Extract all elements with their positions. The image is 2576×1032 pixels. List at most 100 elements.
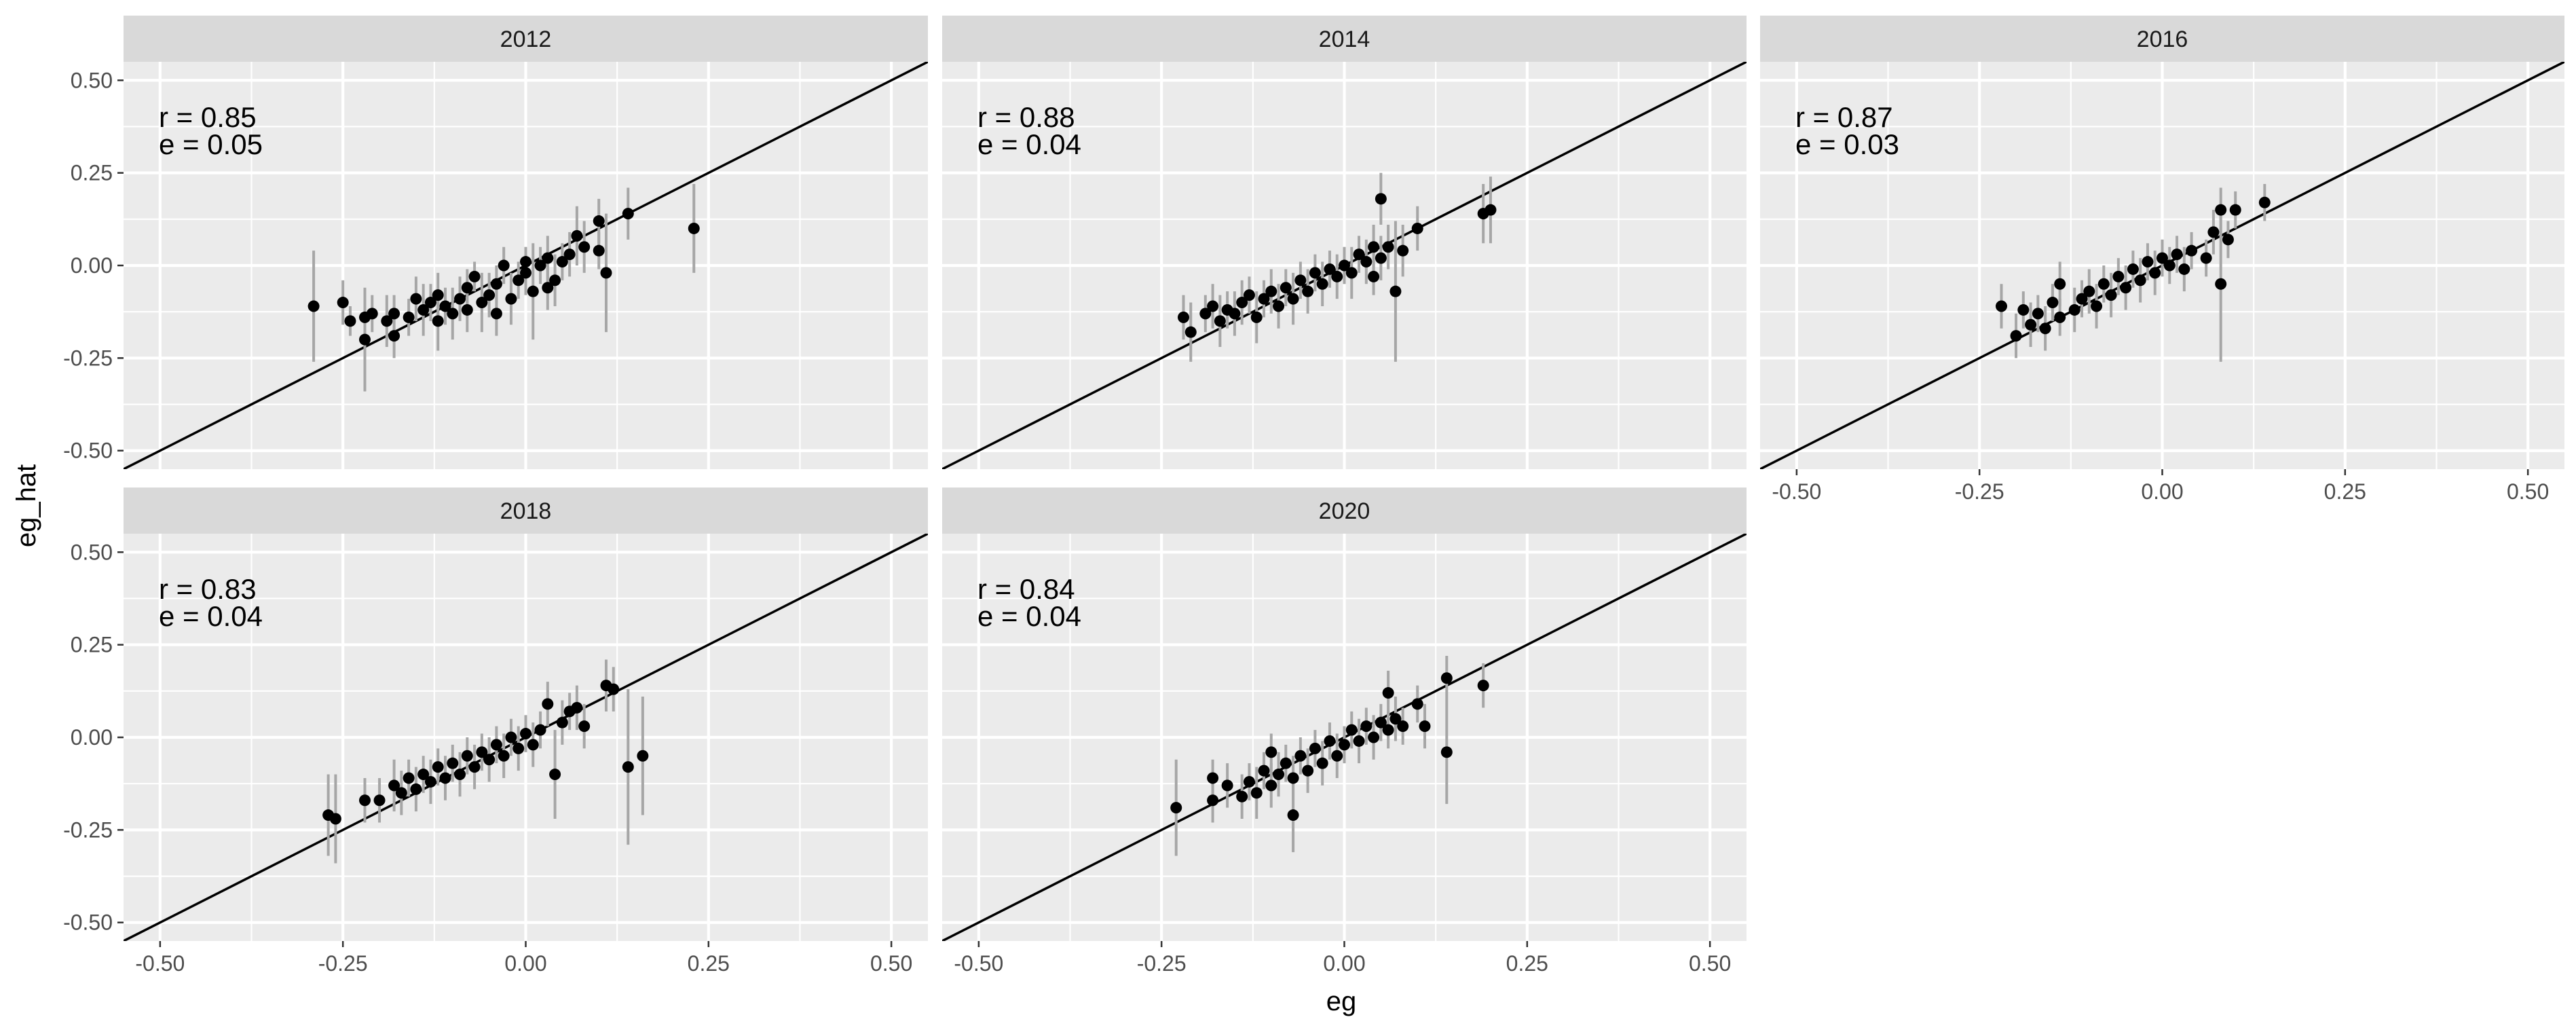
data-point	[366, 308, 378, 320]
y-tick-label: -0.50	[63, 910, 113, 935]
x-tick-label: -0.50	[954, 951, 1003, 976]
data-point	[498, 750, 510, 762]
data-point	[1250, 311, 1263, 323]
data-point	[2097, 278, 2110, 290]
data-point	[1214, 315, 1226, 327]
data-point	[2178, 263, 2190, 275]
data-point	[1243, 289, 1255, 301]
data-point	[2171, 248, 2183, 261]
facet-title: 2014	[1319, 26, 1370, 52]
data-point	[2017, 303, 2030, 316]
annotation-e: e = 0.04	[977, 128, 1081, 160]
data-point	[1236, 297, 1248, 309]
data-point	[490, 278, 502, 290]
data-point	[2157, 252, 2168, 264]
panel-content	[942, 534, 1747, 941]
data-point	[307, 300, 320, 312]
data-point	[1382, 724, 1394, 736]
data-point	[1207, 794, 1219, 807]
data-point	[1302, 285, 1314, 297]
facet-strip	[942, 487, 1747, 534]
facet-strip	[124, 16, 928, 62]
data-point	[1258, 764, 1270, 777]
x-tick-label: -0.50	[135, 951, 185, 976]
data-point	[1199, 308, 1212, 320]
data-point	[468, 761, 481, 773]
data-point	[2200, 252, 2212, 264]
data-point	[571, 701, 583, 714]
data-point	[520, 728, 531, 740]
data-point	[2025, 318, 2037, 331]
data-point	[1258, 293, 1270, 305]
annotation-r: r = 0.85	[159, 101, 257, 133]
data-point	[1353, 735, 1365, 747]
data-point	[1294, 274, 1307, 287]
data-point	[2047, 297, 2059, 309]
data-point	[1440, 672, 1453, 684]
data-point	[1273, 769, 1285, 781]
facet-panel-2014: 2014 r = 0.88e = 0.04	[942, 16, 1747, 469]
data-point	[556, 256, 568, 268]
data-point	[490, 308, 502, 320]
data-point	[1360, 720, 1373, 733]
data-point	[424, 775, 436, 788]
data-point	[1265, 285, 1277, 297]
data-point	[417, 303, 430, 316]
data-point	[410, 783, 422, 795]
data-point	[388, 308, 400, 320]
facet-panel-2016: 2016 r = 0.87e = 0.03 -0.50 -0.25 0.00 0.25 0.…	[1760, 16, 2564, 504]
data-point	[2134, 274, 2146, 287]
data-point	[1184, 326, 1197, 338]
data-point	[1250, 787, 1263, 799]
y-tick-label: -0.25	[63, 346, 113, 370]
data-point	[410, 293, 422, 305]
data-point	[2163, 259, 2176, 272]
data-point	[549, 274, 561, 287]
x-tick-label: 0.50	[1689, 951, 1731, 976]
x-tick-label: 0.00	[1323, 951, 1365, 976]
x-tick-label: 0.50	[2507, 479, 2549, 504]
data-point	[461, 750, 473, 762]
x-tick-label: 0.50	[870, 951, 912, 976]
y-tick-label: 0.00	[71, 725, 113, 750]
data-point	[512, 742, 525, 754]
data-point	[2083, 285, 2095, 297]
data-point	[563, 248, 576, 261]
panel-content	[124, 534, 928, 941]
data-point	[403, 772, 415, 784]
facet-strip	[124, 487, 928, 534]
data-point	[2112, 270, 2125, 282]
data-point	[600, 267, 612, 279]
annotation-r: r = 0.88	[977, 101, 1075, 133]
x-tick-label: -0.25	[318, 951, 368, 976]
data-point	[1397, 244, 1409, 257]
x-tick-label: 0.25	[1506, 951, 1548, 976]
x-tick-label: 0.25	[688, 951, 730, 976]
data-point	[1280, 757, 1292, 769]
data-point	[608, 683, 620, 695]
data-point	[468, 270, 481, 282]
facet-title: 2016	[2137, 26, 2188, 52]
data-point	[1411, 698, 1423, 710]
data-point	[1397, 720, 1409, 733]
data-point	[1345, 724, 1358, 736]
data-point	[1221, 779, 1233, 792]
data-point	[578, 241, 591, 253]
data-point	[1207, 772, 1219, 784]
data-point	[527, 739, 539, 751]
data-point	[432, 761, 444, 773]
data-point	[1316, 278, 1328, 290]
annotation-r: r = 0.84	[977, 573, 1075, 605]
data-point	[454, 293, 466, 305]
panel-content	[1760, 62, 2564, 469]
data-point	[432, 289, 444, 301]
data-point	[344, 315, 356, 327]
data-point	[1324, 263, 1336, 275]
data-point	[2105, 289, 2117, 301]
data-point	[1440, 746, 1453, 758]
data-point	[1207, 300, 1219, 312]
data-point	[1389, 713, 1402, 725]
data-point	[688, 222, 700, 234]
data-point	[454, 769, 466, 781]
data-point	[381, 315, 393, 327]
